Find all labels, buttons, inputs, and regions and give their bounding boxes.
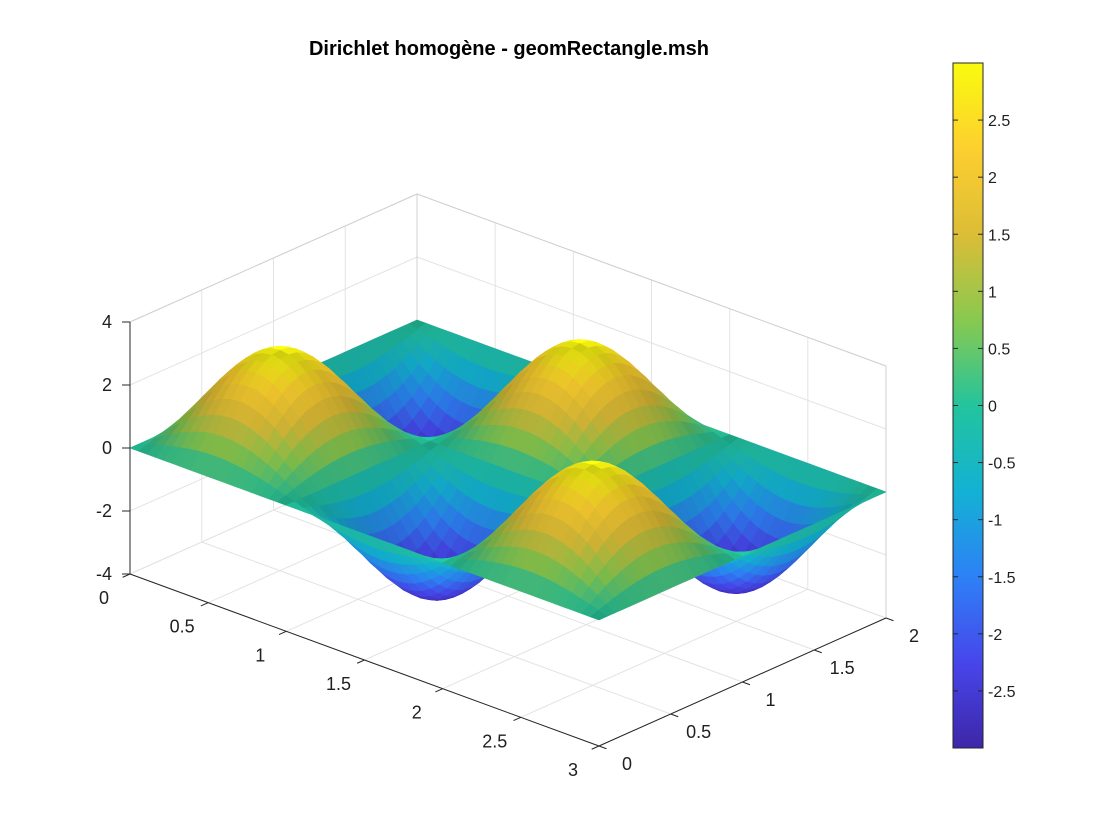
z-tick-label: 4 bbox=[102, 312, 112, 332]
x-tick-label: 0 bbox=[99, 588, 109, 608]
colorbar-tick-label: -2 bbox=[988, 627, 1002, 644]
colorbar-tick-label: 2.5 bbox=[988, 113, 1010, 130]
x-tick-label: 2.5 bbox=[482, 731, 507, 751]
y-tick bbox=[814, 649, 822, 654]
x-tick bbox=[200, 602, 209, 607]
colorbar-tick-label: 2 bbox=[988, 170, 997, 187]
x-tick bbox=[513, 716, 522, 722]
colorbar-tick-label: 0.5 bbox=[988, 341, 1010, 358]
grid-line-z bbox=[129, 256, 418, 386]
y-tick-label: 0.5 bbox=[686, 722, 711, 742]
x-tick bbox=[356, 659, 365, 664]
y-tick-label: 1.5 bbox=[830, 658, 855, 678]
x-tick-label: 1.5 bbox=[326, 674, 351, 694]
x-tick-label: 1 bbox=[255, 645, 265, 665]
colorbar-tick-label: -1 bbox=[988, 513, 1002, 530]
y-tick bbox=[742, 681, 751, 686]
chart-title: Dirichlet homogène - geomRectangle.msh bbox=[309, 38, 709, 60]
z-tick-label: 2 bbox=[102, 375, 112, 395]
grid-line-y bbox=[201, 541, 671, 715]
colorbar-tick-label: 1.5 bbox=[988, 227, 1010, 244]
surface-plot bbox=[129, 319, 887, 621]
y-tick-label: 1 bbox=[765, 690, 775, 710]
axes-box-edge bbox=[129, 193, 418, 323]
y-tick-label: 2 bbox=[909, 626, 919, 646]
colorbar-tick-label: -0.5 bbox=[988, 456, 1016, 473]
x-tick-labels: 0 0.5 1 1.5 2 2.5 3 bbox=[99, 588, 578, 780]
z-tick-labels: -4 -2 0 2 4 bbox=[96, 312, 112, 584]
x-tick bbox=[435, 688, 443, 693]
x-tick bbox=[278, 630, 287, 636]
x-tick-label: 0.5 bbox=[170, 617, 195, 637]
y-tick-label: 0 bbox=[622, 754, 632, 774]
axes-box-edge bbox=[416, 193, 887, 367]
colorbar-tick-label: -1.5 bbox=[988, 570, 1016, 587]
colorbar-tick-label: 1 bbox=[988, 284, 997, 301]
z-tick-label: -4 bbox=[96, 564, 112, 584]
x-tick bbox=[122, 573, 131, 578]
y-tick bbox=[598, 745, 607, 750]
axes-box bbox=[122, 321, 894, 750]
y-tick bbox=[670, 713, 679, 718]
y-tick-labels: 0 0.5 1 1.5 2 bbox=[622, 626, 919, 774]
x-tick-label: 3 bbox=[568, 760, 578, 780]
z-tick-label: 0 bbox=[102, 438, 112, 458]
colorbar: 2.5 2 1.5 1 0.5 0 -0.5 -1 -1.5 -2 -2.5 bbox=[952, 62, 1016, 749]
z-tick-label: -2 bbox=[96, 501, 112, 521]
grid-line-z bbox=[416, 256, 887, 430]
colorbar-tick-label: 0 bbox=[988, 399, 997, 416]
y-tick bbox=[885, 617, 894, 622]
surface-patch bbox=[589, 610, 608, 621]
x-tick bbox=[591, 745, 600, 750]
colorbar-tick-label: -2.5 bbox=[988, 684, 1016, 701]
x-tick-label: 2 bbox=[412, 703, 422, 723]
